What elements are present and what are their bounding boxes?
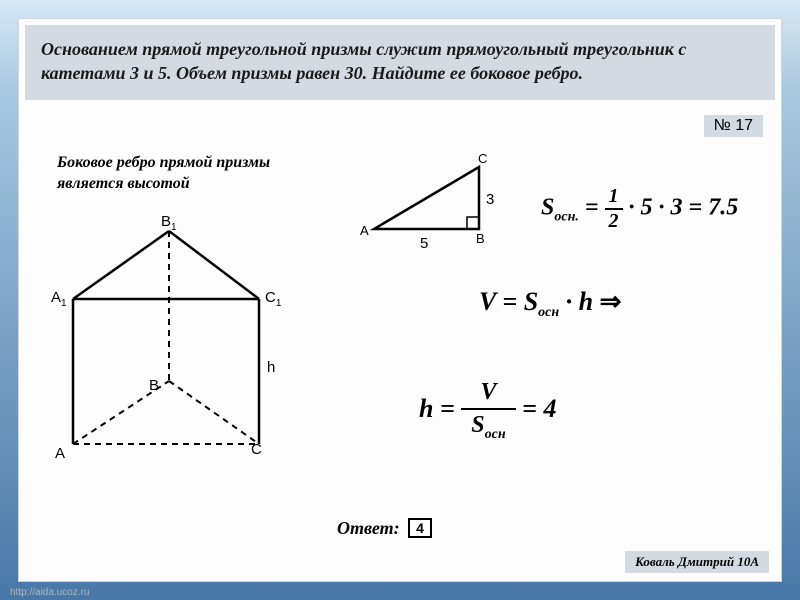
formula-height: h = V Sосн = 4 [419,377,556,445]
prism-svg [49,219,279,479]
watermark: http://aida.ucoz.ru [10,587,90,598]
slide-container: Основанием прямой треугольной призмы слу… [18,18,782,582]
label-A1: A1 [51,289,67,309]
tri-label-C: C [478,151,487,166]
tri-side-3: 3 [486,191,494,208]
formula-area: Sосн. = 1 2 · 5 · 3 = 7.5 [541,185,738,233]
answer-row: Ответ: 4 [337,518,432,539]
f1-eq: = [585,195,605,221]
author-badge: Коваль Дмитрий 10А [625,551,769,573]
f1-S: S [541,195,554,221]
tri-side-5: 5 [420,235,428,252]
label-B: B [149,377,159,394]
f1-frac: 1 2 [605,185,623,233]
problem-statement: Основанием прямой треугольной призмы слу… [25,25,775,100]
answer-label: Ответ: [337,518,400,538]
formula-volume: V = Sосн · h ⇒ [479,287,621,321]
prism-diagram: A1 B1 C1 A B C h [49,219,279,479]
tri-label-B: B [476,231,485,246]
label-A: A [55,445,65,462]
label-B1: B1 [161,213,177,233]
triangle-diagram: A B C 5 3 [364,149,514,259]
hint-text: Боковое ребро прямой призмы является выс… [57,153,307,195]
f1-mid: · 5 · 3 = 7.5 [629,195,739,221]
label-C1: C1 [265,289,281,309]
label-C: C [251,441,262,458]
task-number-badge: № 17 [704,115,763,137]
f1-sub: осн. [554,209,579,224]
label-h: h [267,359,275,376]
tri-label-A: A [360,223,369,238]
answer-value: 4 [408,518,432,538]
f3-frac: V Sосн [461,377,515,445]
